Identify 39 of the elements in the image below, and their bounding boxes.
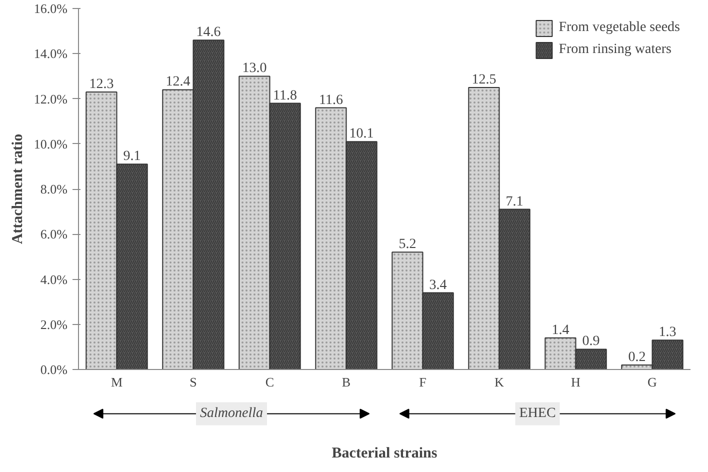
data-label: 1.3 (658, 325, 676, 340)
x-tick-label: F (419, 374, 426, 390)
x-tick-label: H (571, 374, 580, 390)
data-label: 12.5 (472, 72, 496, 88)
x-tick-label: M (110, 374, 123, 390)
data-label: 7.1 (506, 194, 524, 210)
y-tick-label: 6.0% (40, 226, 68, 242)
legend-label: From rinsing waters (558, 42, 672, 58)
legend-label: From vegetable seeds (558, 20, 680, 36)
x-tick-label: K (494, 374, 505, 390)
data-label: 11.6 (318, 92, 343, 108)
data-label: 12.4 (166, 74, 190, 90)
y-tick-label: 10.0% (34, 136, 68, 152)
y-tick-label: 16.0% (34, 1, 68, 16)
x-tick-label: C (265, 374, 274, 390)
data-label: 0.2 (628, 350, 646, 365)
data-label: 3.4 (429, 278, 447, 293)
y-tick-label: 4.0% (40, 272, 68, 287)
y-axis-title: Attachment ratio (10, 134, 26, 244)
data-label: 10.1 (349, 126, 374, 142)
y-tick-label: 2.0% (40, 316, 68, 332)
data-label: 14.6 (196, 25, 221, 40)
x-tick-label: S (190, 374, 197, 390)
data-label: 9.1 (123, 149, 141, 164)
y-tick-label: 14.0% (34, 46, 68, 62)
data-label: 1.4 (552, 322, 570, 338)
x-tick-label: B (342, 374, 351, 390)
text: EHEC (519, 406, 556, 422)
y-tick-label: 0.0% (40, 362, 68, 377)
data-label: 5.2 (398, 237, 416, 252)
x-tick-label: G (648, 374, 657, 390)
text: Salmonella (200, 406, 264, 422)
data-label: 0.9 (582, 334, 600, 350)
x-axis-title: Bacterial strains (332, 446, 438, 462)
data-label: 12.3 (89, 76, 114, 92)
y-tick-label: 8.0% (40, 182, 68, 196)
data-label: 11.8 (273, 88, 298, 104)
data-label: 13.0 (242, 61, 267, 76)
y-tick-label: 12.0% (34, 91, 68, 106)
